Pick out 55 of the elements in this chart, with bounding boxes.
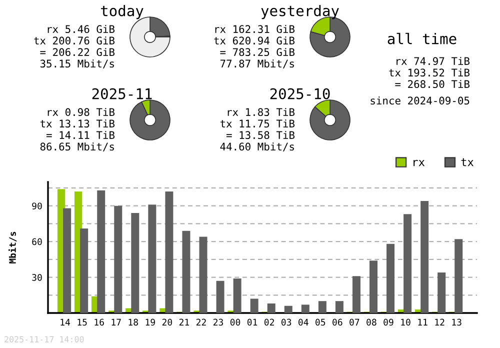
legend-label: rx: [414, 160, 425, 166]
text: = 13.58 TiB: [226, 130, 295, 140]
legend-label: tx: [461, 158, 474, 166]
text: 86.65 Mbit/s: [40, 142, 114, 152]
text: rx 1.83 TiB: [228, 108, 295, 116]
text: rx 74.97 TiB: [396, 56, 470, 66]
text: tx 620.94 GiB: [214, 36, 295, 45]
text: 44.60 Mbit/s: [220, 142, 294, 152]
text: since 2024-09-05: [370, 96, 470, 105]
x-tick-label: 09: [384, 318, 394, 326]
x-tick-label: 15: [78, 318, 87, 326]
x-tick-label: 07: [350, 318, 360, 326]
chart-title: 2025-10: [270, 88, 330, 100]
y-tick-label: 90: [32, 202, 42, 210]
x-tick-label: 03: [281, 318, 292, 326]
x-tick-label: 06: [332, 318, 342, 326]
x-tick-label: 12: [435, 318, 444, 326]
text: = 268.50 TiB: [395, 80, 470, 88]
x-tick-label: 19: [146, 318, 155, 326]
x-tick-label: 23: [213, 318, 223, 326]
x-tick-label: 21: [179, 318, 190, 326]
x-tick-label: 08: [366, 318, 376, 326]
x-tick-label: 10: [401, 318, 410, 326]
x-tick-label: 18: [128, 318, 138, 326]
text: rx 5.46 GiB: [48, 24, 115, 34]
text: = 783.25 GiB: [220, 48, 295, 56]
text: rx 0.98 TiB: [48, 108, 115, 116]
x-tick-label: 22: [196, 318, 206, 326]
x-tick-label: 04: [298, 318, 308, 326]
x-tick-label: 01: [247, 318, 258, 326]
text: tx 11.75 TiB: [220, 119, 295, 128]
y-tick-label: 60: [32, 238, 42, 246]
x-tick-label: 11: [418, 318, 428, 326]
text: rx 162.31 GiB: [215, 24, 295, 34]
text: tx 200.76 GiB: [34, 36, 115, 45]
text: = 206.22 GiB: [40, 48, 115, 56]
text: tx 193.52 TiB: [389, 68, 470, 77]
x-tick-label: 20: [162, 318, 172, 326]
y-tick-label: 30: [32, 274, 42, 281]
text: = 14.11 TiB: [46, 130, 115, 139]
x-tick-label: 17: [112, 318, 121, 326]
x-tick-label: 13: [452, 318, 462, 326]
y-axis-title: Mbit/s: [8, 232, 17, 264]
chart-title: yesterday: [261, 4, 339, 20]
chart-title: today: [100, 4, 144, 20]
text: all time: [388, 32, 456, 44]
text: tx 13.13 TiB: [40, 119, 115, 128]
x-tick-label: 05: [316, 318, 326, 326]
chart-title: 2025-11: [92, 88, 152, 100]
text: 77.87 Mbit/s: [220, 59, 294, 68]
text: 35.15 Mbit/s: [40, 59, 114, 68]
x-tick-label: 00: [230, 318, 240, 326]
x-tick-label: 02: [264, 318, 274, 326]
x-tick-label: 16: [94, 318, 104, 326]
x-tick-label: 14: [60, 318, 70, 326]
